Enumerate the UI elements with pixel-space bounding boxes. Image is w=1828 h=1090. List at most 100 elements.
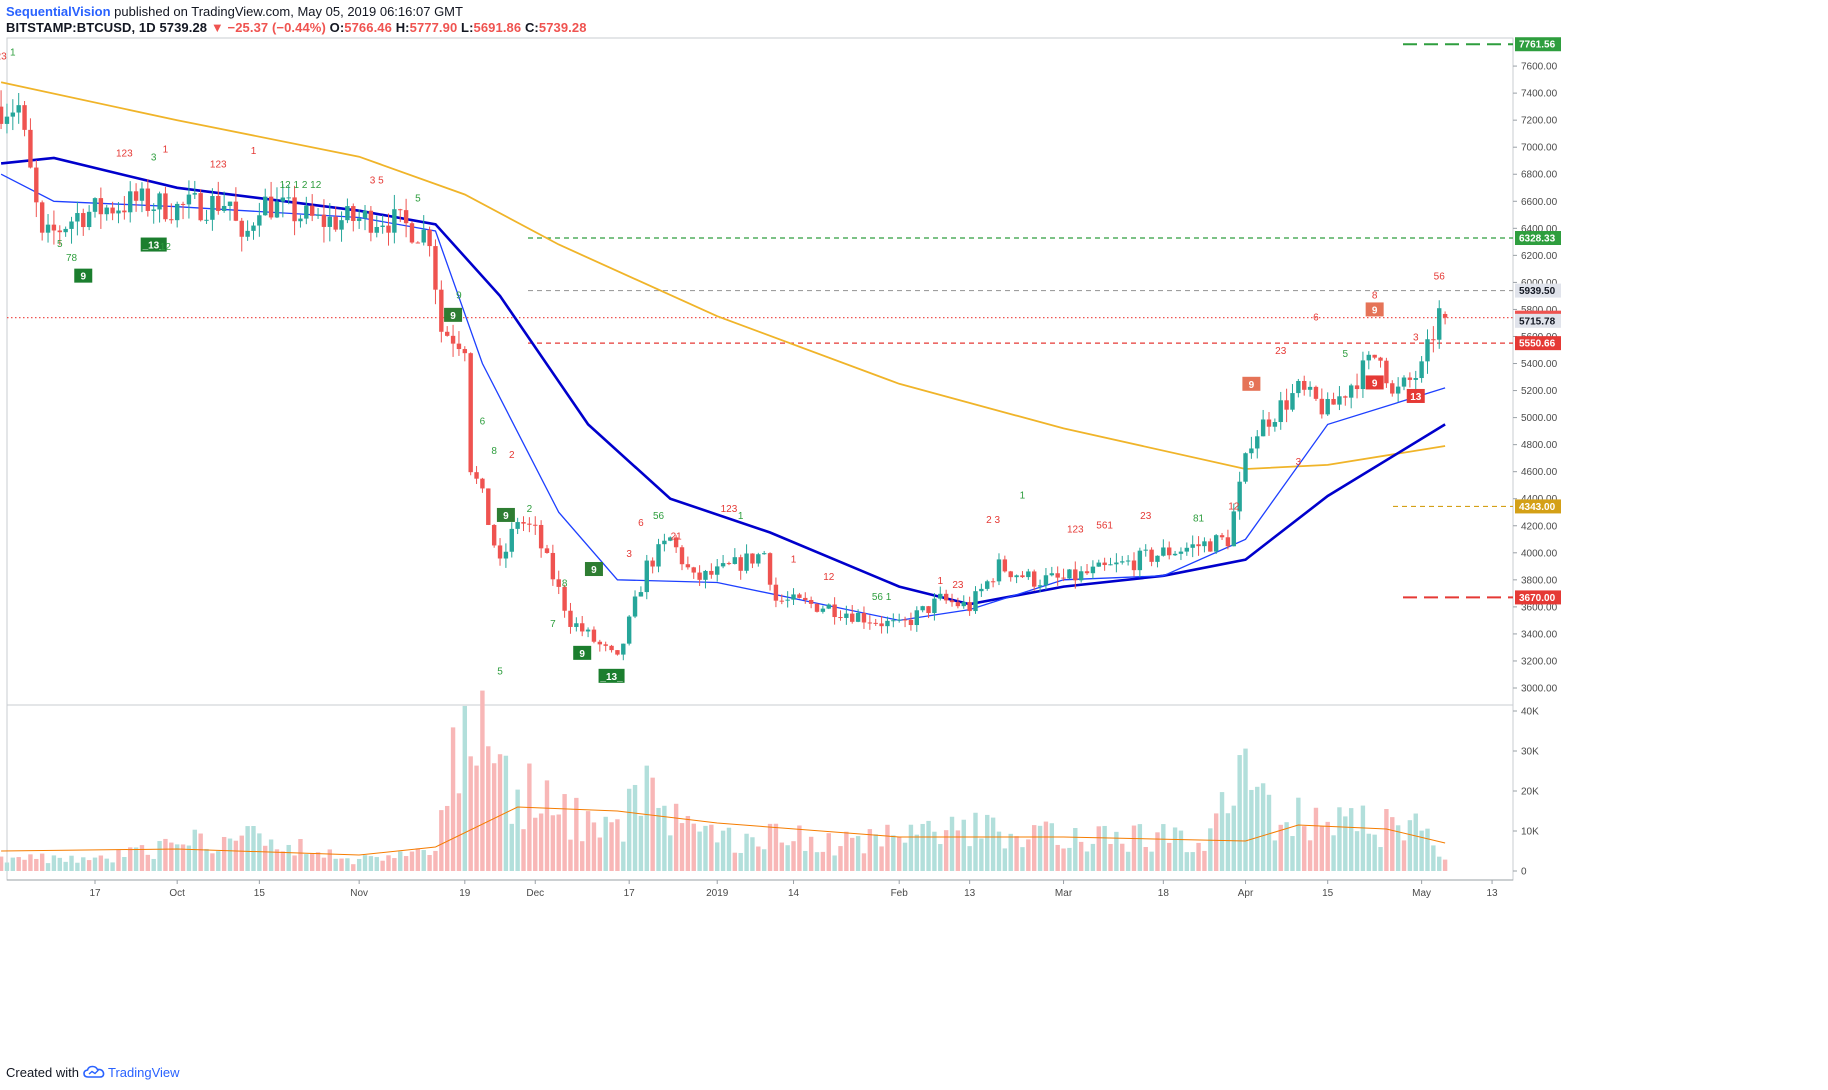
volume-bar [1114,831,1119,871]
candle-body [315,214,321,216]
price-axis-label: 7400.00 [1521,89,1558,100]
volume-bar [920,823,925,871]
volume-bar [480,690,485,871]
time-axis-label: 19 [459,888,471,899]
volume-bar [1037,825,1043,871]
td-count-label: 1 [10,47,16,58]
candle-body [961,602,966,607]
symbol-name[interactable]: BITSTAMP:BTCUSD, 1D [6,20,156,35]
candle-body [1125,560,1131,562]
time-axis-label: 15 [254,888,266,899]
candle-body [1272,422,1278,427]
svg-text:5939.50: 5939.50 [1519,286,1556,297]
moving-average-line [0,173,1446,622]
svg-text:9: 9 [591,565,597,576]
volume-bar [943,830,949,871]
price-axis-label: 7200.00 [1521,116,1558,127]
volume-bar [456,793,462,871]
volume-bar [785,845,790,871]
time-axis-label: 13 [1486,888,1498,899]
candle-body [509,528,514,552]
candle-body [644,560,649,593]
price-axis-label: 4000.00 [1521,548,1558,559]
volume-bar [826,833,831,871]
td-count-label: 9 [456,291,462,302]
candle-body [685,564,691,568]
volume-bar [1225,813,1231,871]
volume-bar [491,763,497,871]
price-axis-label: 4600.00 [1521,467,1558,478]
candle-body [891,620,896,622]
candle-body [292,197,297,222]
volume-bar [1272,840,1278,871]
author-link[interactable]: SequentialVision [6,4,111,19]
candle-body [445,331,450,336]
candle-body [210,196,215,220]
volume-bar [1249,789,1254,871]
volume-bar [697,831,702,871]
candle-body [867,622,873,624]
candle-body [22,105,27,130]
candle-body [221,205,227,211]
volume-bar [773,823,779,871]
candle-body [1237,481,1242,512]
volume-bar [1178,830,1184,871]
candle-body [427,229,432,247]
candle-body [227,201,233,206]
volume-bar [16,857,21,871]
candle-body [949,600,955,603]
volume-bar [1284,822,1289,871]
td-sequential-tag: 9 [74,268,93,283]
volume-bar [591,822,597,871]
candle-body [486,488,491,525]
candle-body [356,218,362,221]
volume-bar [386,855,391,871]
volume-bar [767,823,773,871]
volume-bar [398,851,403,871]
volume-bar [1167,842,1172,871]
price-axis-label: 3400.00 [1521,629,1558,640]
volume-bar [1196,842,1201,871]
candle-body [327,216,332,227]
candle-body [415,242,421,244]
candle-body [632,596,638,617]
td-count-label: 8 [491,446,497,457]
volume-bar [1002,848,1008,871]
td-sequential-tag: _13_ [140,237,167,252]
candle-body [1302,380,1307,390]
candle-body [1243,453,1248,482]
candle-body [1284,400,1289,410]
candle-body [1354,385,1360,390]
volume-bar [304,854,309,871]
candle-body [1137,550,1143,571]
volume-bar [979,838,984,871]
price-axis-label: 6400.00 [1521,224,1558,235]
volume-bar [69,855,74,871]
volume-bar [1442,859,1448,871]
volume-bar [1278,824,1283,871]
candle-body [703,570,708,580]
candle-body [456,343,462,350]
volume-bar [345,858,350,871]
volume-bar [1213,813,1219,871]
candle-body [585,629,591,632]
volume-bar [1131,825,1137,871]
volume-bar [1260,783,1266,871]
candle-body [609,645,614,651]
td-count-label: 23 [0,51,7,62]
price-axis-label: 5200.00 [1521,386,1558,397]
candle-body [245,230,250,237]
candle-body [63,228,68,233]
candle-body [169,219,174,221]
candle-body [626,616,632,644]
candle-body [1225,537,1231,547]
candle-body [480,478,485,489]
tradingview-brand[interactable]: TradingView [108,1065,180,1080]
candle-body [844,613,849,618]
volume-bar [879,846,884,871]
candle-body [1008,571,1013,578]
candle-body [1049,573,1055,576]
volume-bar [28,854,33,871]
candle-body [462,349,468,354]
